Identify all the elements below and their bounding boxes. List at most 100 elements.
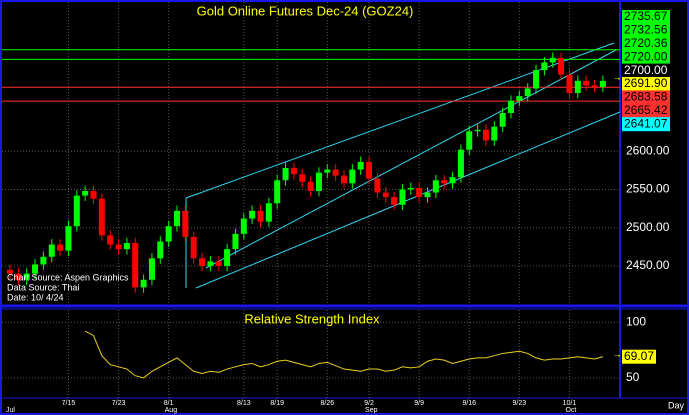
level-box: [622, 23, 670, 38]
rsi-arrow: →: [612, 350, 622, 361]
candle-body: [274, 180, 281, 204]
x-tick-label: 8/26: [320, 400, 334, 407]
rsi-tick-label: 100: [626, 314, 646, 328]
candle-body: [449, 177, 456, 184]
candle-body: [341, 175, 347, 184]
candle-body: [40, 256, 47, 265]
candle-body: [466, 131, 473, 150]
level-label: 2732.56: [624, 23, 668, 37]
candle-body: [190, 236, 197, 259]
candle-body: [282, 168, 289, 181]
y-tick-label: 2600.00: [626, 143, 670, 157]
candle-body: [366, 161, 373, 179]
level-box: [622, 77, 670, 91]
note: Chart Source: Aspen Graphics: [7, 272, 129, 282]
candle-body: [207, 261, 214, 266]
candle-body: [416, 187, 423, 198]
level-label: 2700.00: [624, 63, 668, 77]
x-tick-label: 10/1: [563, 400, 577, 407]
candle-body: [599, 80, 606, 87]
candle-body: [82, 190, 89, 196]
candle-body: [174, 210, 180, 227]
candle-body: [73, 195, 80, 227]
channel-line: [205, 49, 617, 269]
candle-body: [299, 174, 306, 182]
level-box: [622, 90, 670, 105]
candle-body: [324, 169, 331, 173]
level-box: [622, 63, 670, 78]
rsi-line: [84, 330, 603, 379]
candle-body: [432, 180, 439, 193]
chart-title: Gold Online Futures Dec-24 (GOZ24): [197, 3, 414, 18]
plot: [2, 49, 620, 379]
candle-body: [224, 249, 231, 266]
x-axis-label: Day: [668, 400, 685, 410]
candle-body: [357, 161, 364, 170]
channel-line: [195, 111, 621, 289]
level-box: [622, 36, 670, 51]
candle-body: [441, 180, 448, 184]
candle-body: [249, 210, 256, 219]
candle-body: [407, 187, 414, 190]
candle-body: [558, 57, 565, 75]
candle-body: [157, 241, 164, 259]
candle-body: [374, 178, 381, 193]
y-tick-label: 2500.00: [626, 220, 670, 234]
candle-body: [57, 244, 64, 251]
candle-body: [399, 189, 406, 205]
candle-body: [98, 198, 105, 236]
candle-body: [382, 192, 389, 198]
candle-body: [482, 129, 489, 141]
candle-body: [107, 235, 114, 245]
candle-body: [516, 96, 523, 101]
candle-body: [90, 190, 97, 199]
candle-body: [307, 181, 314, 191]
month-label: Aug: [165, 407, 178, 414]
candle-body: [257, 210, 264, 222]
candle-body: [574, 80, 581, 94]
x-tick-label: 9/2: [364, 400, 374, 407]
candle-body: [48, 244, 55, 257]
candle-body: [391, 197, 398, 205]
x-tick-label: 9/16: [462, 400, 476, 407]
level-label: 2665.42: [624, 103, 668, 117]
x-tick-label: 8/13: [237, 400, 251, 407]
y-tick-label: 2450.00: [626, 258, 670, 272]
candle-body: [591, 85, 598, 87]
month-label: Jul: [6, 407, 15, 414]
level-box: [622, 10, 670, 24]
candle-body: [566, 74, 573, 94]
rsi-value-box: [622, 349, 656, 364]
candle-body: [457, 149, 464, 178]
level-label: 2720.00: [624, 49, 668, 63]
month-label: Oct: [565, 407, 576, 414]
candle-body: [132, 243, 139, 288]
candle-body: [123, 243, 130, 250]
candle-body: [115, 244, 122, 250]
level-label: 2641.07: [624, 116, 668, 130]
candle-body: [215, 261, 222, 266]
level-box: [622, 103, 670, 118]
rsi-tick-label: 50: [626, 370, 640, 384]
candle-body: [7, 269, 13, 274]
candle-body: [265, 203, 272, 222]
x-tick-label: 7/23: [112, 400, 126, 407]
candle-body: [232, 233, 239, 250]
candle-body: [240, 218, 247, 234]
candle-body: [499, 112, 506, 127]
level-label: 2720.36: [624, 36, 668, 50]
candle-body: [32, 264, 39, 274]
candle-body: [349, 169, 356, 184]
candle-body: [332, 169, 339, 176]
x-tick-label: 8/19: [270, 400, 284, 407]
candle-body: [15, 273, 22, 280]
candle-body: [491, 126, 498, 141]
note: Date: 10/ 4/24: [7, 292, 64, 302]
candle-body: [541, 62, 548, 71]
candle-body: [424, 192, 431, 198]
rsi-value-label: 69.07: [624, 349, 654, 363]
level-label: 2683.58: [624, 90, 668, 104]
candle-body: [583, 80, 590, 86]
level-label: 2691.90: [624, 76, 668, 90]
